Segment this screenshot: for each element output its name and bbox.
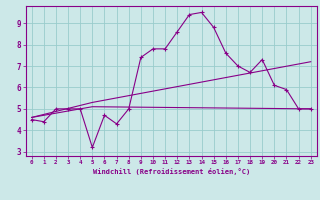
- X-axis label: Windchill (Refroidissement éolien,°C): Windchill (Refroidissement éolien,°C): [92, 168, 250, 175]
